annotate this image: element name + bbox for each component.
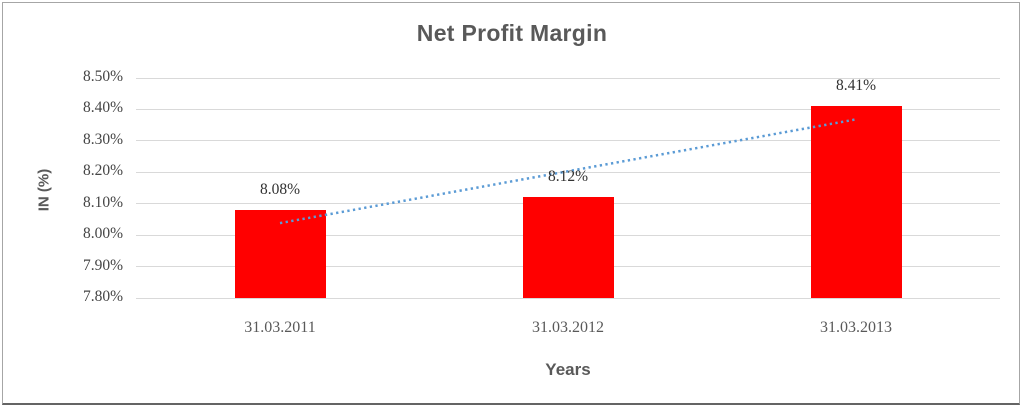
plot-area: 8.08% 8.12% 8.41% [136,77,1000,299]
y-axis-tick-label: 7.80% [82,288,123,305]
x-axis-title: Years [545,360,591,379]
gridline [136,108,1000,110]
y-axis-tick-label: 7.90% [82,256,123,274]
x-axis-tick-label: 31.03.2011 [244,319,316,336]
x-axis-tick-label: 31.03.2012 [532,319,604,336]
trendline [279,118,857,225]
y-axis-tick-label: 8.10% [82,193,123,211]
y-axis-tick-label: 8.00% [82,225,123,243]
y-axis-tick-label: 8.30% [82,130,123,148]
data-label: 8.12% [547,168,589,186]
y-axis-tick-label: 8.50% [82,68,123,85]
gridline [136,297,1000,299]
y-axis-tick-label: 8.20% [82,162,123,180]
bar [810,106,902,298]
gridline [136,140,1000,142]
x-axis-tick-label: 31.03.2013 [820,319,892,336]
gridline [136,77,1000,79]
chart-title: Net Profit Margin [416,20,608,46]
data-label: 8.08% [259,181,301,198]
bar [234,210,326,298]
trendline-layer [279,118,857,225]
y-axis-tick-label: 8.40% [82,99,123,117]
bar [522,197,614,298]
data-label: 8.41% [835,77,877,95]
